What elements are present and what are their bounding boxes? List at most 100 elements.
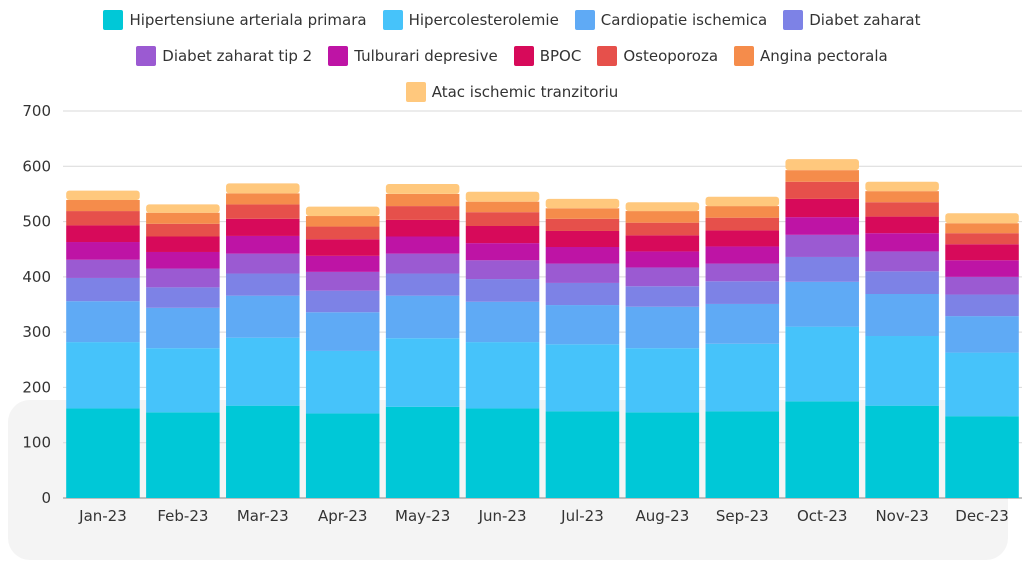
bar-segment[interactable] <box>545 198 620 209</box>
bar-segment[interactable] <box>945 416 1019 498</box>
bar-segment[interactable] <box>705 246 780 264</box>
bar-segment[interactable] <box>385 295 460 339</box>
bar-segment[interactable] <box>385 183 460 194</box>
bar-segment[interactable] <box>705 263 780 282</box>
bar-segment[interactable] <box>66 259 140 278</box>
bar-segment[interactable] <box>66 211 140 226</box>
bar-segment[interactable] <box>66 200 140 212</box>
bar-segment[interactable] <box>945 276 1019 295</box>
bar-segment[interactable] <box>226 218 300 236</box>
legend-item-osteoporoza[interactable]: Osteoporoza <box>597 46 718 66</box>
bar-segment[interactable] <box>785 159 859 171</box>
bar-segment[interactable] <box>945 316 1019 353</box>
bar-segment[interactable] <box>545 411 620 498</box>
legend-item-cardiopatie[interactable]: Cardiopatie ischemica <box>574 10 767 30</box>
bar-segment[interactable] <box>226 253 300 274</box>
bar-segment[interactable] <box>146 223 220 237</box>
bar-segment[interactable] <box>705 196 780 207</box>
bar-segment[interactable] <box>146 287 220 308</box>
bar-segment[interactable] <box>465 301 540 343</box>
bar-segment[interactable] <box>785 234 859 257</box>
bar-segment[interactable] <box>226 405 300 498</box>
bar-segment[interactable] <box>705 230 780 247</box>
bar-segment[interactable] <box>865 233 939 252</box>
bar-segment[interactable] <box>945 244 1019 261</box>
bar-segment[interactable] <box>385 253 460 274</box>
bar-segment[interactable] <box>305 216 380 227</box>
bar-segment[interactable] <box>945 233 1019 245</box>
bar-segment[interactable] <box>865 271 939 294</box>
bar-segment[interactable] <box>226 295 300 338</box>
bar-segment[interactable] <box>785 256 859 282</box>
bar-segment[interactable] <box>625 202 700 212</box>
bar-segment[interactable] <box>865 251 939 272</box>
legend-item-tulburari-depresive[interactable]: Tulburari depresive <box>328 46 498 66</box>
bar-segment[interactable] <box>146 204 220 213</box>
legend-item-atac-ischemic[interactable]: Atac ischemic tranzitoriu <box>405 82 618 102</box>
bar-segment[interactable] <box>865 293 939 337</box>
bar-segment[interactable] <box>785 217 859 235</box>
bar-segment[interactable] <box>625 286 700 307</box>
bar-segment[interactable] <box>865 202 939 217</box>
bar-segment[interactable] <box>305 206 380 217</box>
bar-segment[interactable] <box>945 213 1019 224</box>
bar-segment[interactable] <box>705 217 780 231</box>
bar-segment[interactable] <box>785 326 859 402</box>
bar-segment[interactable] <box>146 307 220 349</box>
bar-segment[interactable] <box>865 216 939 234</box>
bar-segment[interactable] <box>625 222 700 236</box>
bar-segment[interactable] <box>66 190 140 201</box>
bar-segment[interactable] <box>945 260 1019 277</box>
bar-segment[interactable] <box>625 412 700 498</box>
bar-segment[interactable] <box>305 413 380 498</box>
legend-item-diabet-zaharat[interactable]: Diabet zaharat <box>783 10 921 30</box>
bar-segment[interactable] <box>146 268 220 288</box>
bar-segment[interactable] <box>226 183 300 194</box>
bar-segment[interactable] <box>465 279 540 302</box>
bar-segment[interactable] <box>465 408 540 498</box>
bar-segment[interactable] <box>545 344 620 412</box>
bar-segment[interactable] <box>66 408 140 498</box>
bar-segment[interactable] <box>385 273 460 296</box>
bar-segment[interactable] <box>465 260 540 280</box>
bar-segment[interactable] <box>66 301 140 343</box>
legend-item-diabet-tip-2[interactable]: Diabet zaharat tip 2 <box>136 46 312 66</box>
bar-segment[interactable] <box>226 193 300 205</box>
bar-segment[interactable] <box>226 235 300 254</box>
bar-segment[interactable] <box>945 294 1019 317</box>
bar-segment[interactable] <box>146 212 220 224</box>
legend-item-bpoc[interactable]: BPOC <box>513 46 581 66</box>
bar-segment[interactable] <box>146 412 220 498</box>
bar-segment[interactable] <box>545 282 620 306</box>
bar-segment[interactable] <box>785 170 859 182</box>
bar-segment[interactable] <box>545 263 620 283</box>
bar-segment[interactable] <box>385 338 460 407</box>
bar-segment[interactable] <box>785 281 859 327</box>
bar-segment[interactable] <box>305 239 380 256</box>
bar-segment[interactable] <box>305 255 380 272</box>
bar-segment[interactable] <box>465 342 540 409</box>
bar-segment[interactable] <box>465 243 540 261</box>
bar-segment[interactable] <box>66 242 140 260</box>
bar-segment[interactable] <box>625 306 700 349</box>
bar-segment[interactable] <box>545 218 620 231</box>
bar-segment[interactable] <box>226 337 300 406</box>
bar-segment[interactable] <box>705 303 780 344</box>
bar-segment[interactable] <box>865 405 939 498</box>
bar-segment[interactable] <box>865 191 939 203</box>
bar-segment[interactable] <box>625 251 700 268</box>
bar-segment[interactable] <box>545 230 620 248</box>
bar-segment[interactable] <box>385 236 460 254</box>
bar-segment[interactable] <box>625 235 700 252</box>
bar-segment[interactable] <box>226 273 300 296</box>
bar-segment[interactable] <box>66 342 140 409</box>
bar-segment[interactable] <box>785 401 859 498</box>
bar-segment[interactable] <box>385 219 460 237</box>
bar-segment[interactable] <box>625 348 700 413</box>
bar-segment[interactable] <box>545 247 620 264</box>
bar-segment[interactable] <box>465 191 540 202</box>
bar-segment[interactable] <box>385 206 460 220</box>
bar-segment[interactable] <box>465 225 540 244</box>
bar-segment[interactable] <box>66 225 140 243</box>
bar-segment[interactable] <box>146 348 220 413</box>
